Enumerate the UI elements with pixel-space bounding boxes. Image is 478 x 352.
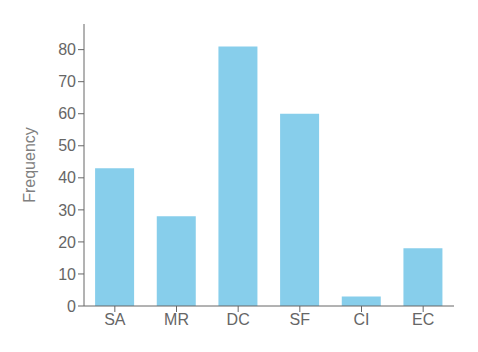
svg-text:MR: MR (164, 311, 189, 328)
svg-text:SF: SF (290, 311, 311, 328)
svg-text:60: 60 (58, 105, 76, 122)
svg-text:SA: SA (104, 311, 126, 328)
svg-text:40: 40 (58, 169, 76, 186)
svg-text:DC: DC (227, 311, 250, 328)
svg-text:10: 10 (58, 266, 76, 283)
svg-text:Frequency: Frequency (21, 127, 38, 203)
svg-text:70: 70 (58, 73, 76, 90)
svg-text:20: 20 (58, 234, 76, 251)
svg-text:50: 50 (58, 137, 76, 154)
svg-text:0: 0 (67, 298, 76, 315)
svg-text:EC: EC (412, 311, 434, 328)
svg-text:80: 80 (58, 41, 76, 58)
svg-text:CI: CI (354, 311, 370, 328)
svg-text:30: 30 (58, 202, 76, 219)
